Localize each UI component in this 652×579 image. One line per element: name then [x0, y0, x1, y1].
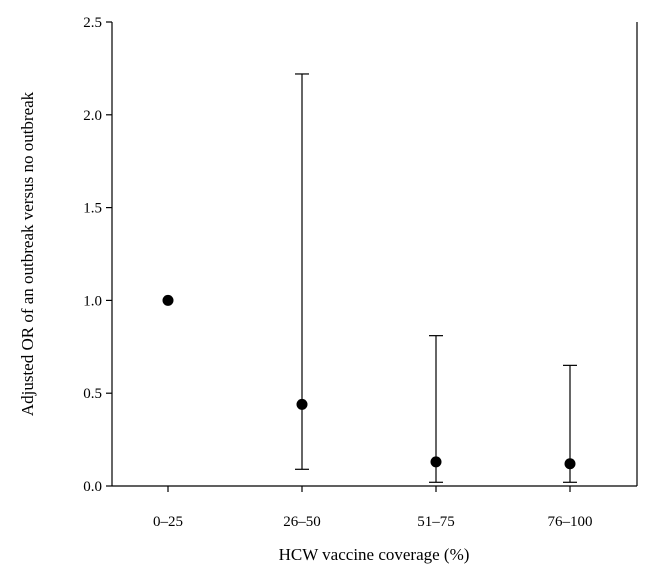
x-tick-label: 51–75 — [417, 514, 455, 530]
x-tick-label: 26–50 — [283, 514, 321, 530]
data-point — [430, 456, 442, 468]
data-point — [564, 458, 576, 470]
error-bar — [295, 73, 309, 470]
y-tick-label: 2.0 — [83, 108, 102, 124]
data-point — [162, 294, 174, 306]
y-axis-title: Adjusted OR of an outbreak versus no out… — [18, 91, 37, 416]
y-tick-label: 2.5 — [83, 15, 102, 31]
y-tick-label: 0.5 — [83, 386, 102, 402]
data-point — [296, 398, 308, 410]
x-tick-label: 76–100 — [548, 514, 593, 530]
data-points — [162, 294, 576, 470]
x-axis-title: HCW vaccine coverage (%) — [279, 545, 470, 564]
y-tick-label: 0.0 — [83, 479, 102, 495]
y-ticks: 0.0 0.5 1.0 1.5 2.0 2.5 — [83, 15, 112, 495]
x-tick-label: 0–25 — [153, 514, 183, 530]
y-tick-label: 1.5 — [83, 201, 102, 217]
error-bars — [295, 73, 577, 483]
x-ticks: 0–25 26–50 51–75 76–100 — [153, 486, 593, 530]
y-tick-label: 1.0 — [83, 293, 102, 309]
plot-frame — [111, 22, 638, 487]
